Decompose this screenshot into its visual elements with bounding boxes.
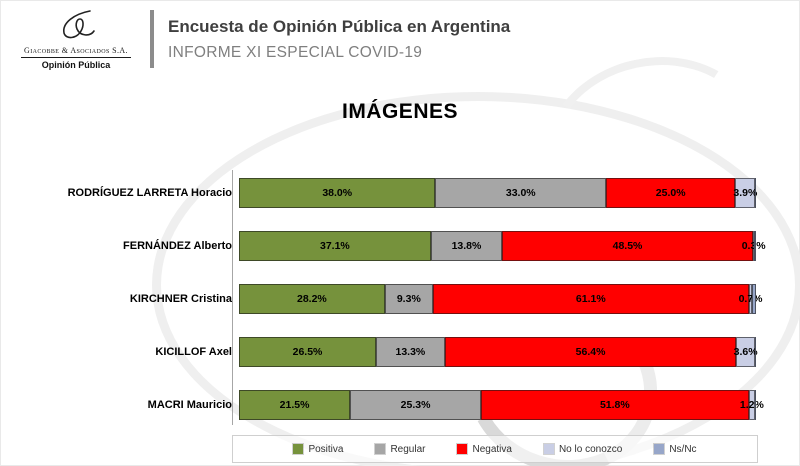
legend-label: Negativa xyxy=(472,443,512,455)
bar-segment-positiva: 38.0% xyxy=(239,177,436,208)
segment-value-label: 25.3% xyxy=(400,398,431,411)
stacked-bar: 37.1% 13.8% 48.5% 0.3% xyxy=(239,230,766,261)
chart-legend: Positiva Regular Negativa No lo conozco Ns/N… xyxy=(232,435,758,463)
legend-item: No lo conozco xyxy=(543,443,623,455)
bar-segment-negativa: 25.0% xyxy=(606,177,736,208)
segment-value-label: 3.6% xyxy=(733,345,758,358)
bar-segment-negativa: 51.8% xyxy=(480,389,749,420)
legend-item: Negativa xyxy=(457,443,512,455)
segment-value-label: 61.1% xyxy=(575,292,606,305)
segment-value-label: 3.9% xyxy=(733,186,758,199)
bar-segment-no-lo-conozco: 0.3% xyxy=(742,230,766,261)
stacked-bar: 38.0% 33.0% 25.0% 3.9% xyxy=(239,177,758,208)
segment-value-label: 21.5% xyxy=(279,398,310,411)
stacked-bar: 26.5% 13.3% 56.4% 3.6% xyxy=(239,336,758,367)
header: Giacobbe & Asociados S.A. Opinión Públic… xyxy=(12,8,510,70)
legend-swatch xyxy=(375,444,386,454)
segment-value-label: 0.7% xyxy=(738,292,763,305)
bar-segment-ns-nc xyxy=(754,230,756,261)
bar-segment-positiva: 28.2% xyxy=(239,283,385,314)
watermark-ring xyxy=(152,92,800,466)
bar-segment-positiva: 37.1% xyxy=(239,230,431,261)
bar-segment-ns-nc xyxy=(752,283,756,314)
category-label: KICILLOF Axel xyxy=(155,345,232,358)
segment-value-label: 1.2% xyxy=(739,398,764,411)
legend-swatch xyxy=(543,444,554,454)
bar-segment-regular: 33.0% xyxy=(435,177,607,208)
segment-value-label: 0.3% xyxy=(742,240,766,252)
segment-value-label: 48.5% xyxy=(612,239,643,252)
segment-value-label: 25.0% xyxy=(655,186,686,199)
bar-segment-ns-nc xyxy=(754,389,756,420)
bar-segment-negativa: 61.1% xyxy=(432,283,749,314)
chart-rows: RODRÍGUEZ LARRETA Horacio 38.0% 33.0% 25.0%… xyxy=(8,166,766,431)
chart-row: RODRÍGUEZ LARRETA Horacio 38.0% 33.0% 25.0%… xyxy=(8,166,758,219)
segment-value-label: 37.1% xyxy=(320,239,350,252)
bar-segment-ns-nc xyxy=(755,177,756,208)
segment-value-label: 26.5% xyxy=(292,345,323,358)
segment-value-label: 56.4% xyxy=(575,345,606,358)
bar-segment-regular: 13.8% xyxy=(430,230,503,261)
bar-segment-no-lo-conozco: 0.7% xyxy=(739,283,763,314)
stacked-bar-chart: RODRÍGUEZ LARRETA Horacio 38.0% 33.0% 25.0%… xyxy=(8,166,766,431)
segment-value-label: 33.0% xyxy=(505,186,536,199)
category-label: KIRCHNER Cristina xyxy=(129,292,232,305)
bar-segment-no-lo-conozco: 1.2% xyxy=(740,389,764,420)
legend-item: Positiva xyxy=(293,444,343,455)
bar-segment-no-lo-conozco: 3.6% xyxy=(733,336,758,367)
legend-label: Positiva xyxy=(308,443,344,455)
logo-company-name: Giacobbe & Asociados S.A. xyxy=(24,46,128,55)
chart-row: KIRCHNER Cristina 28.2% 9.3% 61.1% 0.7% xyxy=(8,272,763,325)
legend-swatch xyxy=(457,444,468,454)
report-title: Encuesta de Opinión Pública en Argentina xyxy=(168,16,511,36)
segment-value-label: 38.0% xyxy=(322,186,353,199)
bar-segment-positiva: 26.5% xyxy=(239,336,376,367)
segment-value-label: 13.3% xyxy=(395,345,426,358)
logo-mark-icon xyxy=(54,8,98,45)
bar-segment-regular: 25.3% xyxy=(350,389,481,420)
legend-item: Regular xyxy=(375,444,425,455)
y-axis-line xyxy=(232,170,233,425)
stacked-bar: 21.5% 25.3% 51.8% 1.2% xyxy=(239,389,764,420)
chart-row: MACRI Mauricio 21.5% 25.3% 51.8% 1.2% xyxy=(8,378,764,431)
segment-value-label: 51.8% xyxy=(599,398,630,411)
company-logo: Giacobbe & Asociados S.A. Opinión Públic… xyxy=(12,8,140,70)
legend-swatch xyxy=(654,444,665,454)
chart-title: IMÁGENES xyxy=(341,100,458,123)
chart-row: FERNÁNDEZ Alberto 37.1% 13.8% 48.5% 0.3% xyxy=(8,219,766,272)
chart-row: KICILLOF Axel 26.5% 13.3% 56.4% 3.6% xyxy=(8,325,758,378)
legend-label: Regular xyxy=(390,443,426,455)
segment-value-label: 28.2% xyxy=(297,292,327,305)
bar-segment-negativa: 48.5% xyxy=(502,230,753,261)
category-label: RODRÍGUEZ LARRETA Horacio xyxy=(67,186,232,199)
bar-segment-regular: 9.3% xyxy=(384,283,433,314)
legend-swatch xyxy=(293,444,304,454)
stacked-bar: 28.2% 9.3% 61.1% 0.7% xyxy=(239,283,763,314)
category-label: FERNÁNDEZ Alberto xyxy=(123,239,232,252)
bar-segment-negativa: 56.4% xyxy=(444,336,737,367)
segment-value-label: 9.3% xyxy=(396,292,421,305)
legend-label: No lo conozco xyxy=(558,443,623,455)
bar-segment-positiva: 21.5% xyxy=(239,389,351,420)
header-divider xyxy=(150,10,154,68)
bar-segment-regular: 13.3% xyxy=(376,336,445,367)
report-subtitle: INFORME XI ESPECIAL COVID-19 xyxy=(168,43,423,61)
segment-value-label: 13.8% xyxy=(451,239,482,252)
bar-segment-no-lo-conozco: 3.9% xyxy=(733,177,758,208)
header-titles: Encuesta de Opinión Pública en Argentina… xyxy=(168,17,510,62)
logo-tagline: Opinión Pública xyxy=(41,60,111,70)
legend-item: Ns/Nc xyxy=(654,443,697,455)
category-label: MACRI Mauricio xyxy=(147,398,232,411)
bar-segment-ns-nc xyxy=(754,336,756,367)
logo-divider xyxy=(21,57,131,58)
legend-label: Ns/Nc xyxy=(669,443,697,455)
